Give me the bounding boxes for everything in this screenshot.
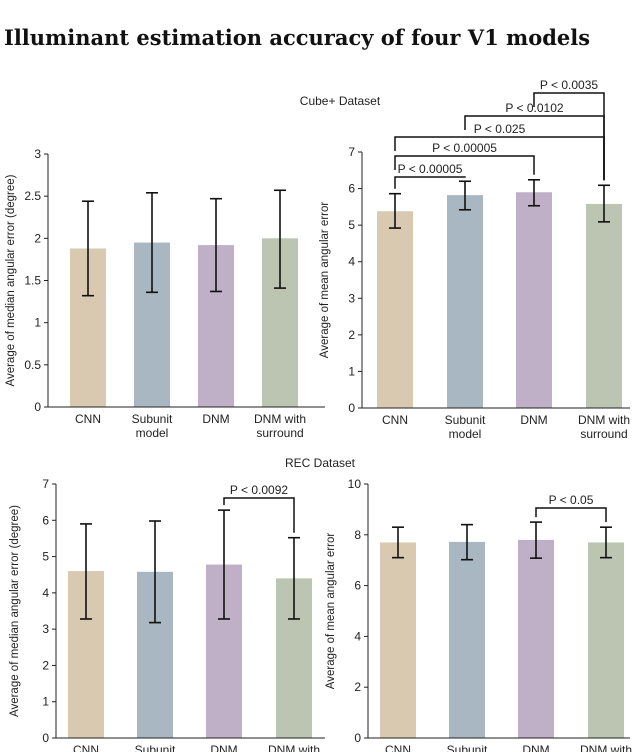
y-tick-label: 3 <box>42 622 49 636</box>
y-tick-label: 8 <box>354 528 361 542</box>
x-tick-label: DNM <box>520 413 547 427</box>
significance-bracket <box>223 497 295 533</box>
x-tick-label: DNM with <box>580 743 632 752</box>
error-bar <box>80 523 92 620</box>
y-tick-label: 7 <box>348 145 355 159</box>
y-tick-label: 10 <box>348 477 362 491</box>
significance-label: P < 0.0035 <box>540 78 598 92</box>
y-axis-label: Average of mean angular error <box>319 202 331 359</box>
bar <box>380 542 416 738</box>
bar <box>586 203 622 408</box>
significance-label: P < 0.05 <box>549 493 594 507</box>
chart-3: 0 2 4 6 8 10 Average of mean angular error CNN S… <box>325 477 632 752</box>
y-tick-label: 1 <box>42 695 49 709</box>
y-tick-label: 6 <box>354 579 361 593</box>
significance-bracket <box>535 507 607 523</box>
significance-label: P < 0.0102 <box>505 101 563 115</box>
x-tick-label: model <box>136 426 169 440</box>
error-bar <box>210 197 222 293</box>
significance-bracket <box>394 176 466 189</box>
y-tick-label: 0 <box>42 731 49 745</box>
x-tick-label: model <box>449 427 482 441</box>
x-tick-label: CNN <box>73 743 99 752</box>
error-bar <box>274 189 286 289</box>
y-tick-label: 4 <box>42 586 49 600</box>
y-tick-label: 0 <box>354 731 361 745</box>
y-tick-label: 5 <box>348 218 355 232</box>
error-bar <box>149 520 161 624</box>
error-bar <box>389 192 401 229</box>
y-tick-label: 5 <box>42 550 49 564</box>
x-tick-label: Subunit <box>447 743 488 752</box>
y-tick-label: 0 <box>348 401 355 415</box>
significance-label: P < 0.00005 <box>398 162 463 176</box>
chart-2: 0 1 2 3 4 5 6 7 Average of median angular error … <box>9 477 325 752</box>
y-tick-label: 2 <box>354 680 361 694</box>
error-bar <box>459 180 471 211</box>
bar <box>588 542 624 738</box>
y-tick-label: 0.5 <box>24 358 41 372</box>
x-tick-label: DNM with <box>268 743 320 752</box>
y-axis-label: Average of median angular error (degree) <box>5 174 17 386</box>
bar <box>447 195 483 408</box>
x-tick-label: surround <box>580 427 627 441</box>
error-bar <box>392 526 404 559</box>
section-label-rec: REC Dataset <box>285 456 356 470</box>
y-tick-label: 2.5 <box>24 189 41 203</box>
y-axis-label: Average of median angular error (degree) <box>9 505 21 717</box>
bar <box>518 539 554 738</box>
x-tick-label: CNN <box>385 743 411 752</box>
bar <box>449 541 485 738</box>
y-tick-label: 4 <box>354 629 361 643</box>
y-tick-label: 3 <box>348 291 355 305</box>
bar <box>377 211 413 408</box>
error-bar <box>530 521 542 559</box>
section-label-cube: Cube+ Dataset <box>300 94 381 108</box>
y-tick-label: 2 <box>348 328 355 342</box>
y-tick-label: 1.5 <box>24 274 41 288</box>
y-tick-label: 7 <box>42 477 49 491</box>
significance-label: P < 0.00005 <box>432 141 497 155</box>
x-tick-label: DNM with <box>254 412 306 426</box>
significance-label: P < 0.0092 <box>230 483 288 497</box>
y-tick-label: 2 <box>34 231 41 245</box>
x-tick-label: DNM <box>522 743 549 752</box>
error-bar <box>461 523 473 561</box>
error-bar <box>528 178 540 207</box>
error-bar <box>82 200 94 297</box>
x-tick-label: DNM <box>202 412 229 426</box>
significance-bracket <box>394 155 535 175</box>
y-tick-label: 4 <box>348 255 355 269</box>
x-tick-label: Subunit <box>445 413 486 427</box>
x-tick-label: CNN <box>75 412 101 426</box>
bar <box>516 192 552 408</box>
error-bar <box>146 191 158 294</box>
significance-bracket <box>533 92 605 181</box>
x-tick-label: DNM with <box>578 413 630 427</box>
y-tick-label: 6 <box>348 182 355 196</box>
y-tick-label: 2 <box>42 658 49 672</box>
figure-title: Illuminant estimation accuracy of four V… <box>4 25 590 50</box>
chart-0: 0 0.5 1 1.5 2 2.5 3 Average of median angular e… <box>5 147 325 440</box>
y-axis-label: Average of mean angular error <box>325 533 337 690</box>
x-tick-label: surround <box>256 426 303 440</box>
significance-label: P < 0.025 <box>474 122 526 136</box>
x-tick-label: CNN <box>382 413 408 427</box>
error-bar <box>600 526 612 559</box>
chart-1: 0 1 2 3 4 5 6 7 Average of mean angular error CNN… <box>319 78 630 441</box>
y-tick-label: 1 <box>34 316 41 330</box>
y-tick-label: 6 <box>42 513 49 527</box>
x-tick-label: Subunit <box>135 743 176 752</box>
error-bar <box>288 536 300 620</box>
x-tick-label: Subunit <box>132 412 173 426</box>
y-tick-label: 3 <box>34 147 41 161</box>
y-tick-label: 1 <box>348 364 355 378</box>
x-tick-label: DNM <box>210 743 237 752</box>
y-tick-label: 0 <box>34 400 41 414</box>
error-bar <box>598 184 610 223</box>
error-bar <box>218 509 230 620</box>
